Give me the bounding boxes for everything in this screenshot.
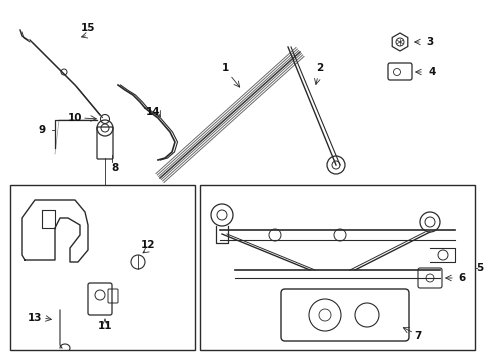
Text: 13: 13: [28, 313, 42, 323]
Text: 2: 2: [316, 63, 323, 73]
Bar: [10, 185, 195, 350]
Text: 5: 5: [475, 263, 483, 273]
Text: 6: 6: [457, 273, 465, 283]
Text: 11: 11: [98, 321, 112, 331]
Text: 14: 14: [145, 107, 160, 117]
Text: 7: 7: [413, 331, 421, 341]
Text: 9: 9: [39, 125, 45, 135]
Text: 10: 10: [68, 113, 82, 123]
Text: 1: 1: [221, 63, 228, 73]
Bar: [200, 185, 474, 350]
Text: 3: 3: [426, 37, 433, 47]
Text: 4: 4: [427, 67, 435, 77]
Text: 12: 12: [141, 240, 155, 250]
Text: 15: 15: [81, 23, 95, 33]
Text: 8: 8: [111, 163, 119, 173]
